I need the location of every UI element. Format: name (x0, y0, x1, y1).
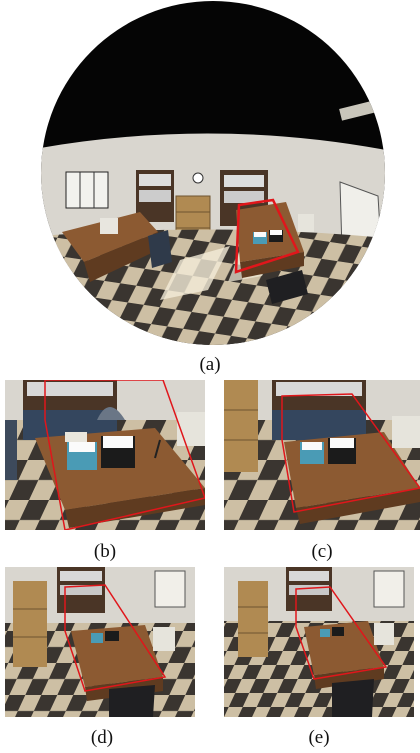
caption-c: (c) (311, 541, 333, 562)
fisheye-panel (40, 0, 386, 346)
caption-b: (b) (93, 541, 117, 562)
view-panel-c (224, 380, 420, 530)
caption-e: (e) (308, 727, 330, 748)
monitor (298, 214, 314, 232)
clock (192, 172, 204, 184)
chair (266, 270, 308, 304)
highlight-box (234, 198, 300, 274)
chair (148, 230, 172, 268)
window (65, 171, 109, 209)
view-panel-b (5, 380, 205, 530)
ceiling-light (339, 99, 381, 121)
fisheye-image (41, 1, 385, 345)
view-image-e (224, 567, 414, 717)
view-image-c (224, 380, 420, 530)
view-image-b (5, 380, 205, 530)
desk (62, 212, 158, 262)
caption-a: (a) (199, 354, 221, 375)
caption-d: (d) (90, 727, 114, 748)
view-panel-d (5, 567, 195, 717)
view-panel-e (224, 567, 414, 717)
view-image-d (5, 567, 195, 717)
monitor (100, 218, 118, 234)
